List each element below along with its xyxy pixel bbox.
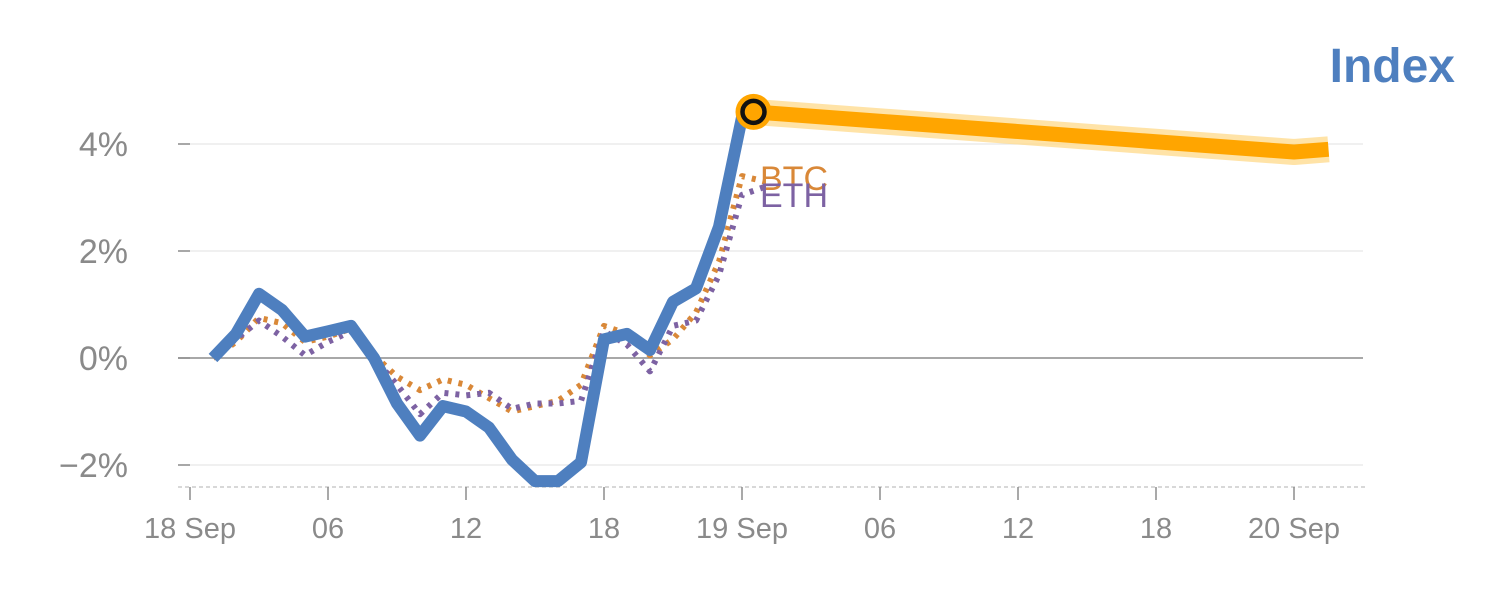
x-tick-label: 12 xyxy=(1002,513,1034,545)
projection-line xyxy=(752,104,1330,160)
x-tick-label: 18 xyxy=(588,513,620,545)
y-tick-label: −2% xyxy=(59,447,128,485)
series-label-btc: BTC xyxy=(760,160,828,198)
x-tick-label: 20 Sep xyxy=(1248,513,1340,545)
axes: 4% 2% 0% −2% 18 Sep 06 12 18 19 Sep 06 12 18 20 Sep xyxy=(59,126,1368,545)
x-tick-label: 06 xyxy=(312,513,344,545)
series-lines xyxy=(208,93,1330,488)
series-line-index xyxy=(208,116,748,488)
x-tick-label: 19 Sep xyxy=(696,513,788,545)
x-tick-label: 12 xyxy=(450,513,482,545)
x-tick-label: 18 Sep xyxy=(144,513,236,545)
x-tick-label: 18 xyxy=(1140,513,1172,545)
y-tick-label: 0% xyxy=(79,340,128,378)
x-tick-label: 06 xyxy=(864,513,896,545)
y-tick-label: 4% xyxy=(79,126,128,164)
series-line-btc xyxy=(211,173,766,415)
current-marker xyxy=(740,98,767,126)
series-line-eth xyxy=(211,183,766,418)
y-tick-label: 2% xyxy=(79,233,128,271)
series-label-eth: ETH xyxy=(760,177,828,215)
chart-title: Index xyxy=(1330,40,1456,93)
